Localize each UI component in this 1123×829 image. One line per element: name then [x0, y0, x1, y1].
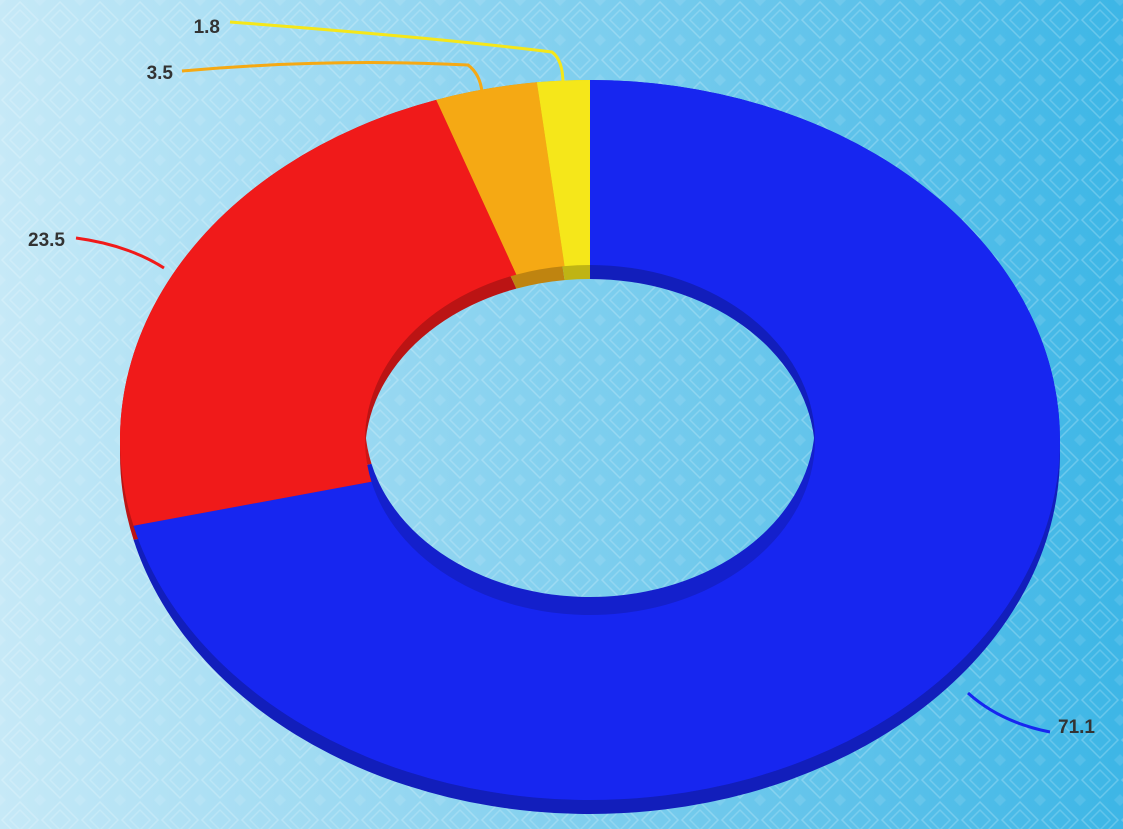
leader-line-1 — [966, 691, 1051, 734]
slice-4[interactable] — [536, 80, 590, 267]
slice-1[interactable] — [133, 80, 1061, 800]
leader-line-2 — [75, 236, 165, 270]
slice-3[interactable] — [436, 82, 565, 275]
slice-2[interactable] — [120, 99, 517, 526]
data-label-3: 3.5 — [147, 63, 174, 84]
data-label-2: 23.5 — [28, 230, 65, 251]
leader-line-4 — [229, 20, 565, 85]
data-label-4: 1.8 — [194, 17, 220, 38]
leader-line-3 — [181, 61, 484, 93]
data-label-1: 71.1 — [1058, 717, 1095, 738]
